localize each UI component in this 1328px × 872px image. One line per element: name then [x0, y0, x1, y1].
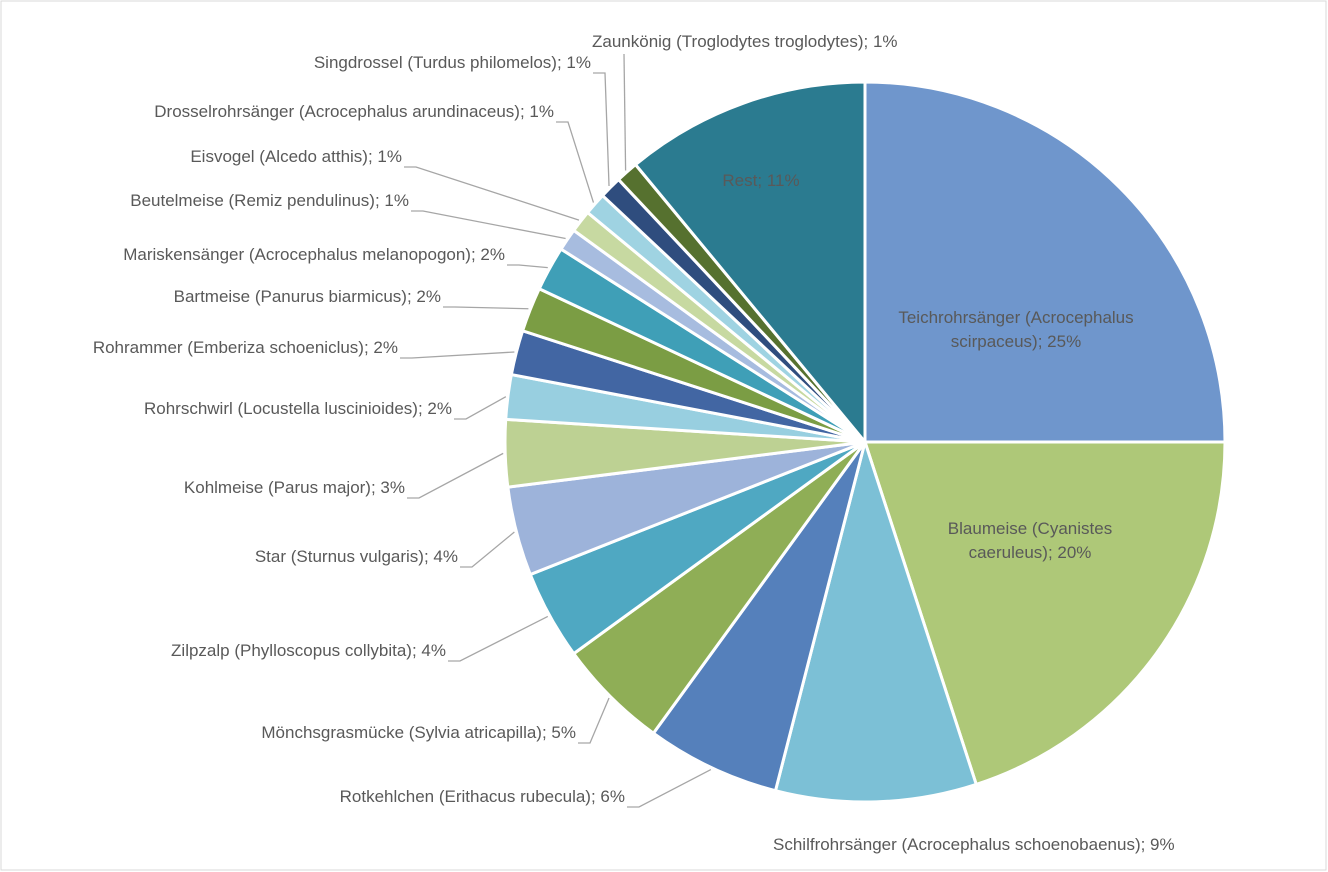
- value-label: ; 1%: [519, 102, 554, 121]
- data-label: Zilpzalp (Phylloscopus collybita); 4%: [171, 639, 446, 663]
- leader-line: [443, 306, 529, 310]
- value-label: ; 1%: [374, 191, 409, 210]
- data-label: Kohlmeise (Parus major); 3%: [184, 476, 405, 500]
- value-label: ; 6%: [590, 787, 625, 806]
- value-label: ; 1%: [367, 147, 402, 166]
- value-label: ; 20%: [1047, 543, 1092, 562]
- data-label: Rohrschwirl (Locustella luscinioides); 2…: [144, 397, 452, 421]
- leader-line: [623, 53, 627, 171]
- category-name: Beutelmeise (Remiz pendulinus): [130, 191, 375, 210]
- value-label: ; 2%: [406, 287, 441, 306]
- data-label: Zaunkönig (Troglodytes troglodytes); 1%: [592, 30, 898, 54]
- data-label: Beutelmeise (Remiz pendulinus); 1%: [130, 189, 409, 213]
- category-name: Teichrohrsänger (Acrocephalus scirpaceus…: [898, 308, 1134, 351]
- data-label: Teichrohrsänger (Acrocephalus scirpaceus…: [871, 306, 1161, 354]
- leader-line: [507, 264, 548, 269]
- category-name: Drosselrohrsänger (Acrocephalus arundina…: [154, 102, 520, 121]
- value-label: ; 4%: [423, 547, 458, 566]
- data-label: Bartmeise (Panurus biarmicus); 2%: [174, 285, 441, 309]
- leader-line: [411, 210, 566, 240]
- data-label: Star (Sturnus vulgaris); 4%: [255, 545, 458, 569]
- value-label: ; 2%: [470, 245, 505, 264]
- leader-line: [627, 768, 712, 808]
- value-label: ; 25%: [1037, 332, 1082, 351]
- data-label: Rest; 11%: [661, 169, 861, 193]
- pie-slice: [651, 441, 867, 793]
- pie-slice: [773, 436, 979, 804]
- category-name: Rotkehlchen (Erithacus rubecula): [339, 787, 591, 806]
- category-name: Rohrschwirl (Locustella luscinioides): [143, 399, 418, 418]
- leader-line: [448, 615, 549, 662]
- category-name: Zaunkönig (Troglodytes troglodytes): [592, 32, 864, 51]
- data-label: Rotkehlchen (Erithacus rubecula); 6%: [340, 785, 625, 809]
- data-label: Mönchsgrasmücke (Sylvia atricapilla); 5%: [261, 721, 576, 745]
- leader-line: [407, 452, 504, 499]
- value-label: ; 11%: [757, 171, 800, 190]
- leader-line: [400, 351, 515, 359]
- data-label: Drosselrohrsänger (Acrocephalus arundina…: [154, 100, 554, 124]
- category-name: Mönchsgrasmücke (Sylvia atricapilla): [261, 723, 542, 742]
- category-name: Rest: [722, 171, 758, 190]
- category-name: Singdrossel (Turdus philomelos): [313, 53, 557, 72]
- category-name: Schilfrohrsänger (Acrocephalus schoenoba…: [773, 835, 1141, 854]
- value-label: ; 5%: [541, 723, 576, 742]
- category-name: Mariskensänger (Acrocephalus melanopogon…: [123, 245, 471, 264]
- data-label: Eisvogel (Alcedo atthis); 1%: [190, 145, 402, 169]
- value-label: ; 2%: [363, 338, 398, 357]
- data-label: Schilfrohrsänger (Acrocephalus schoenoba…: [773, 833, 1175, 857]
- pie-slice: [633, 80, 867, 447]
- pie-slice: [863, 80, 1227, 444]
- leader-line: [593, 72, 610, 187]
- category-name: Kohlmeise (Parus major): [183, 478, 371, 497]
- pie-slice: [862, 440, 1227, 787]
- category-name: Blaumeise (Cyanistes caeruleus): [947, 519, 1113, 562]
- category-name: Zilpzalp (Phylloscopus collybita): [171, 641, 412, 660]
- data-label: Singdrossel (Turdus philomelos); 1%: [314, 51, 591, 75]
- value-label: ; 1%: [863, 32, 898, 51]
- leader-line: [460, 531, 515, 568]
- leader-line: [454, 396, 507, 420]
- leader-line: [556, 121, 595, 203]
- data-label: Rohrammer (Emberiza schoeniclus); 2%: [93, 336, 398, 360]
- data-label: Blaumeise (Cyanistes caeruleus); 20%: [915, 517, 1145, 565]
- value-label: ; 4%: [411, 641, 446, 660]
- value-label: ; 9%: [1140, 835, 1175, 854]
- category-name: Star (Sturnus vulgaris): [254, 547, 424, 566]
- value-label: ; 2%: [417, 399, 452, 418]
- category-name: Bartmeise (Panurus biarmicus): [173, 287, 407, 306]
- data-label: Mariskensänger (Acrocephalus melanopogon…: [123, 243, 505, 267]
- category-name: Eisvogel (Alcedo atthis): [190, 147, 368, 166]
- category-name: Rohrammer (Emberiza schoeniclus): [92, 338, 364, 357]
- leader-line: [404, 166, 580, 221]
- value-label: ; 1%: [556, 53, 591, 72]
- value-label: ; 3%: [370, 478, 405, 497]
- leader-line: [578, 697, 610, 744]
